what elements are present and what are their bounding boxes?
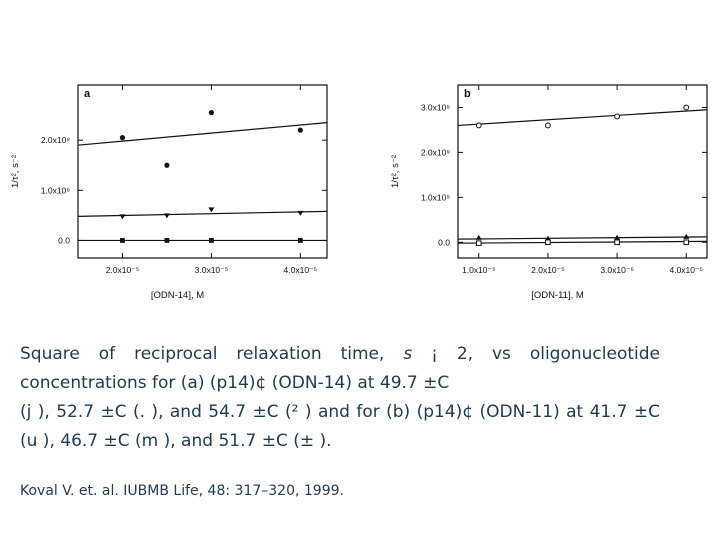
x-tick-label: 4.0x10⁻⁵ bbox=[669, 265, 703, 275]
data-point bbox=[164, 162, 170, 168]
caption-part-3: (j ), 52.7 ±C (. ), and 54.7 ±C (² ) and… bbox=[20, 402, 660, 451]
fit-line bbox=[77, 122, 328, 146]
data-point bbox=[683, 104, 690, 111]
data-point bbox=[614, 113, 620, 120]
y-tick-label: 2.0x10⁹ bbox=[421, 147, 451, 157]
figure: a 2.0x10⁻⁵ 3.0x10⁻⁵ 4.0x10⁻⁵ 0.0 1.0x10⁹ 2.0x1… bbox=[10, 84, 708, 301]
data-point bbox=[475, 122, 482, 129]
data-point bbox=[119, 214, 126, 220]
x-axis-label: [ODN-11], M bbox=[531, 290, 584, 301]
fit-line bbox=[457, 236, 708, 240]
panel-b: b 1.0x10⁻⁵ 2.0x10⁻⁵ 3.0x10⁻⁵ 4.0x10⁻⁵ 0.0 1.0x… bbox=[390, 84, 708, 301]
fit-line bbox=[77, 210, 328, 217]
caption-symbol: s bbox=[403, 344, 413, 364]
data-point bbox=[120, 238, 125, 243]
data-point bbox=[683, 239, 690, 246]
x-tick-label: 3.0x10⁻⁵ bbox=[195, 265, 229, 275]
data-point bbox=[544, 235, 551, 241]
data-point bbox=[683, 233, 690, 239]
data-point bbox=[475, 234, 482, 240]
data-point bbox=[545, 239, 551, 246]
series-3 bbox=[78, 238, 327, 243]
x-tick-label: 2.0x10⁻⁵ bbox=[106, 265, 140, 275]
citation-journal: Life bbox=[173, 483, 199, 499]
y-tick-label: 0.0 bbox=[438, 237, 450, 247]
y-axis-label: 1/τ², s⁻² bbox=[390, 155, 401, 188]
plot-frame bbox=[77, 84, 328, 259]
series-1 bbox=[77, 109, 328, 168]
panel-a: a 2.0x10⁻⁵ 3.0x10⁻⁵ 4.0x10⁻⁵ 0.0 1.0x10⁹ 2.0x1… bbox=[10, 84, 328, 301]
series-2 bbox=[457, 233, 708, 241]
series-1 bbox=[457, 104, 708, 129]
caption-part-1: Square of reciprocal relaxation time, bbox=[20, 344, 385, 364]
y-tick-label: 0.0 bbox=[58, 235, 70, 245]
y-tick-label: 1.0x10⁹ bbox=[421, 192, 451, 202]
plot-frame bbox=[457, 84, 708, 259]
data-point bbox=[297, 238, 303, 243]
data-point bbox=[297, 210, 304, 216]
series-2 bbox=[77, 207, 328, 220]
data-point bbox=[297, 127, 303, 133]
figure-caption: Square of reciprocal relaxation time, s … bbox=[20, 340, 660, 456]
data-point bbox=[163, 213, 170, 219]
data-point bbox=[119, 135, 126, 141]
data-point bbox=[614, 239, 620, 246]
y-axis-label: 1/τ², s⁻² bbox=[10, 155, 21, 188]
data-point bbox=[164, 238, 170, 243]
x-tick-label: 3.0x10⁻⁵ bbox=[600, 265, 634, 275]
x-axis-label: [ODN-14], M bbox=[151, 290, 204, 301]
y-tick-label: 2.0x10⁹ bbox=[41, 135, 71, 145]
panel-label: b bbox=[464, 88, 471, 100]
data-point bbox=[208, 109, 214, 116]
panel-label: a bbox=[84, 88, 91, 100]
x-tick-label: 2.0x10⁻⁵ bbox=[531, 265, 565, 275]
series-3 bbox=[457, 239, 708, 246]
y-tick-label: 3.0x10⁹ bbox=[421, 102, 451, 112]
data-point bbox=[475, 240, 482, 246]
citation-rest: , 48: 317–320, 1999. bbox=[198, 483, 344, 499]
caption-part-2: ¡ 2, vs oligonucleotide concentrations f… bbox=[20, 344, 660, 393]
citation: Koval V. et. al. IUBMB Life, 48: 317–320… bbox=[20, 483, 344, 499]
x-tick-label: 1.0x10⁻⁵ bbox=[462, 265, 496, 275]
data-point bbox=[208, 207, 215, 213]
fit-line bbox=[457, 109, 708, 127]
fit-line bbox=[457, 240, 708, 244]
x-tick-label: 4.0x10⁻⁵ bbox=[284, 265, 318, 275]
data-point bbox=[208, 238, 214, 243]
data-point bbox=[614, 234, 621, 240]
citation-authors: Koval V. et. al. IUBMB bbox=[20, 483, 169, 499]
y-tick-label: 1.0x10⁹ bbox=[41, 185, 71, 195]
data-point bbox=[545, 122, 551, 129]
